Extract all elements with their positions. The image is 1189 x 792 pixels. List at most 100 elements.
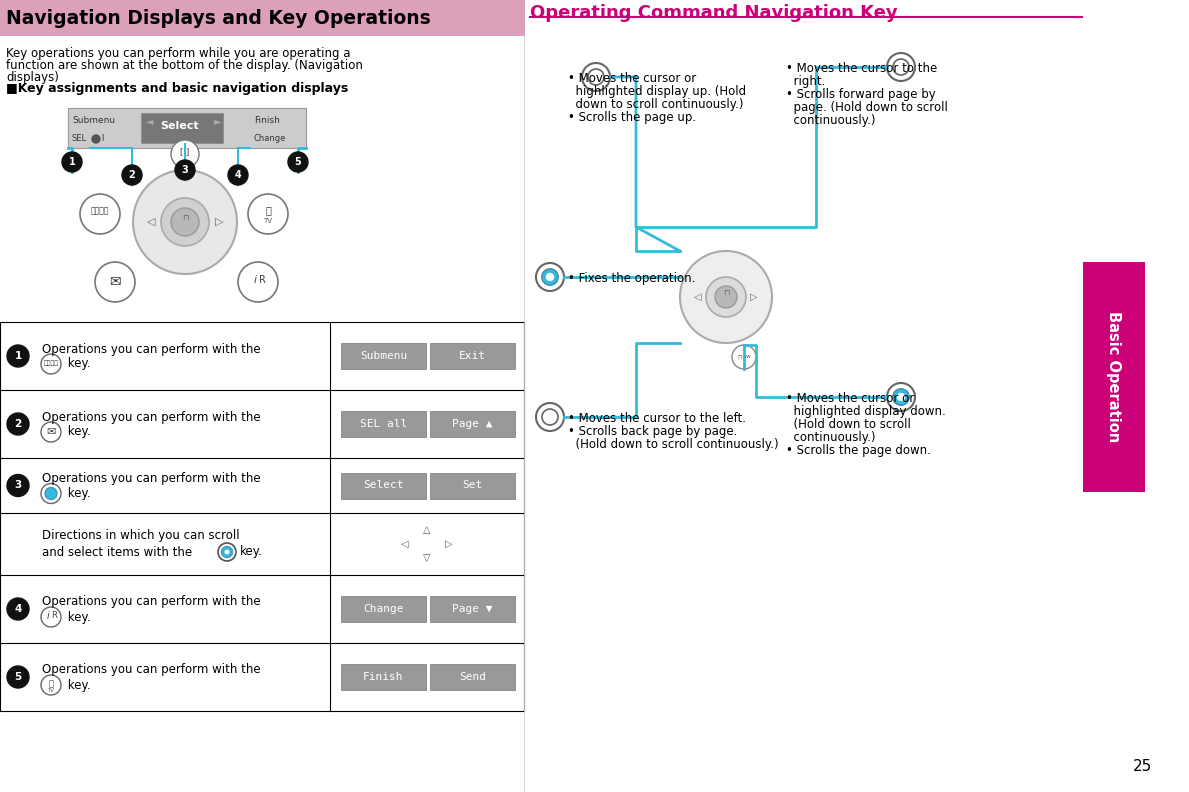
FancyBboxPatch shape <box>341 596 426 622</box>
Text: Change: Change <box>364 604 404 614</box>
Text: Navigation Displays and Key Operations: Navigation Displays and Key Operations <box>6 9 430 28</box>
FancyBboxPatch shape <box>68 108 306 148</box>
Text: key.: key. <box>64 487 90 500</box>
Text: • Moves the cursor to the left.: • Moves the cursor to the left. <box>568 412 746 425</box>
Text: i: i <box>253 275 257 285</box>
Circle shape <box>62 152 82 172</box>
Text: • Fixes the operation.: • Fixes the operation. <box>568 272 696 285</box>
FancyBboxPatch shape <box>430 411 515 437</box>
Text: page. (Hold down to scroll: page. (Hold down to scroll <box>786 101 948 114</box>
Text: ◁: ◁ <box>694 292 702 302</box>
Text: continuously.): continuously.) <box>786 114 875 127</box>
Text: key.: key. <box>240 546 263 558</box>
Text: 5: 5 <box>14 672 21 682</box>
Text: ◁: ◁ <box>401 539 409 549</box>
Circle shape <box>7 345 29 367</box>
Circle shape <box>589 69 604 85</box>
Circle shape <box>80 194 120 234</box>
Text: • Scrolls the page down.: • Scrolls the page down. <box>786 444 931 457</box>
Text: 3: 3 <box>182 165 188 175</box>
Text: Key operations you can perform while you are operating a: Key operations you can perform while you… <box>6 47 351 60</box>
Text: ▷: ▷ <box>215 217 224 227</box>
Text: R: R <box>51 611 57 620</box>
Text: down to scroll continuously.): down to scroll continuously.) <box>568 98 743 111</box>
Circle shape <box>706 277 746 317</box>
Circle shape <box>7 474 29 497</box>
Circle shape <box>680 251 772 343</box>
Text: • Moves the cursor or: • Moves the cursor or <box>786 392 914 405</box>
Text: Submenu: Submenu <box>360 351 407 361</box>
Text: • Scrolls back page by page.: • Scrolls back page by page. <box>568 425 737 438</box>
Text: R: R <box>258 275 265 285</box>
FancyBboxPatch shape <box>341 411 426 437</box>
Circle shape <box>92 135 100 143</box>
Text: Operations you can perform with the: Operations you can perform with the <box>42 472 260 485</box>
Text: rw: rw <box>744 355 751 360</box>
Text: ⊓: ⊓ <box>182 212 188 222</box>
Circle shape <box>536 403 564 431</box>
Circle shape <box>887 53 916 81</box>
Circle shape <box>893 59 910 75</box>
Circle shape <box>536 263 564 291</box>
Text: ✉: ✉ <box>109 275 121 289</box>
FancyBboxPatch shape <box>430 596 515 622</box>
FancyBboxPatch shape <box>430 664 515 690</box>
Circle shape <box>898 394 905 401</box>
Circle shape <box>715 286 737 308</box>
Text: highlighted display down.: highlighted display down. <box>786 405 945 418</box>
Text: Set: Set <box>463 481 483 490</box>
Circle shape <box>547 273 554 280</box>
Text: Operating Command Navigation Key: Operating Command Navigation Key <box>530 4 898 22</box>
Text: and select items with the: and select items with the <box>42 546 193 558</box>
Circle shape <box>732 345 756 369</box>
Text: TV: TV <box>48 687 55 692</box>
Circle shape <box>40 483 61 504</box>
Text: メニュー: メニュー <box>90 207 109 215</box>
Text: Change: Change <box>254 134 287 143</box>
Text: ◁: ◁ <box>146 217 156 227</box>
Circle shape <box>40 422 61 442</box>
Circle shape <box>175 160 195 180</box>
Text: key.: key. <box>64 611 90 623</box>
Text: Select: Select <box>364 481 404 490</box>
Text: • Scrolls the page up.: • Scrolls the page up. <box>568 111 696 124</box>
Circle shape <box>887 383 916 411</box>
Text: 🎥: 🎥 <box>265 205 271 215</box>
Circle shape <box>542 269 558 285</box>
Text: Basic Operation: Basic Operation <box>1107 311 1121 443</box>
FancyBboxPatch shape <box>141 113 224 143</box>
Text: i: i <box>46 611 50 621</box>
Text: SEL: SEL <box>73 134 87 143</box>
Text: Directions in which you can scroll: Directions in which you can scroll <box>42 530 240 543</box>
Circle shape <box>7 598 29 620</box>
Circle shape <box>542 409 558 425</box>
Text: Select: Select <box>161 121 200 131</box>
Text: 4: 4 <box>234 170 241 180</box>
Circle shape <box>228 165 249 185</box>
Text: • Scrolls forward page by: • Scrolls forward page by <box>786 88 936 101</box>
Text: [ ]: [ ] <box>181 147 189 157</box>
Circle shape <box>288 152 308 172</box>
Circle shape <box>249 194 288 234</box>
FancyBboxPatch shape <box>430 343 515 369</box>
Text: 2: 2 <box>128 170 136 180</box>
Circle shape <box>581 63 610 91</box>
Circle shape <box>893 389 910 405</box>
Circle shape <box>161 198 209 246</box>
Text: key.: key. <box>64 357 90 371</box>
Text: displays): displays) <box>6 71 59 84</box>
Text: ⊓: ⊓ <box>723 287 729 296</box>
Text: highlighted display up. (Hold: highlighted display up. (Hold <box>568 85 747 98</box>
Text: • Moves the cursor or: • Moves the cursor or <box>568 72 697 85</box>
Circle shape <box>122 165 141 185</box>
FancyBboxPatch shape <box>341 664 426 690</box>
Text: Page ▼: Page ▼ <box>452 604 492 614</box>
Text: Exit: Exit <box>459 351 486 361</box>
Circle shape <box>95 262 136 302</box>
Text: 2: 2 <box>14 419 21 429</box>
Circle shape <box>171 140 199 168</box>
Text: Operations you can perform with the: Operations you can perform with the <box>42 596 260 608</box>
Text: ▷: ▷ <box>750 292 757 302</box>
Text: メニュー: メニュー <box>44 360 58 366</box>
Circle shape <box>40 354 61 374</box>
